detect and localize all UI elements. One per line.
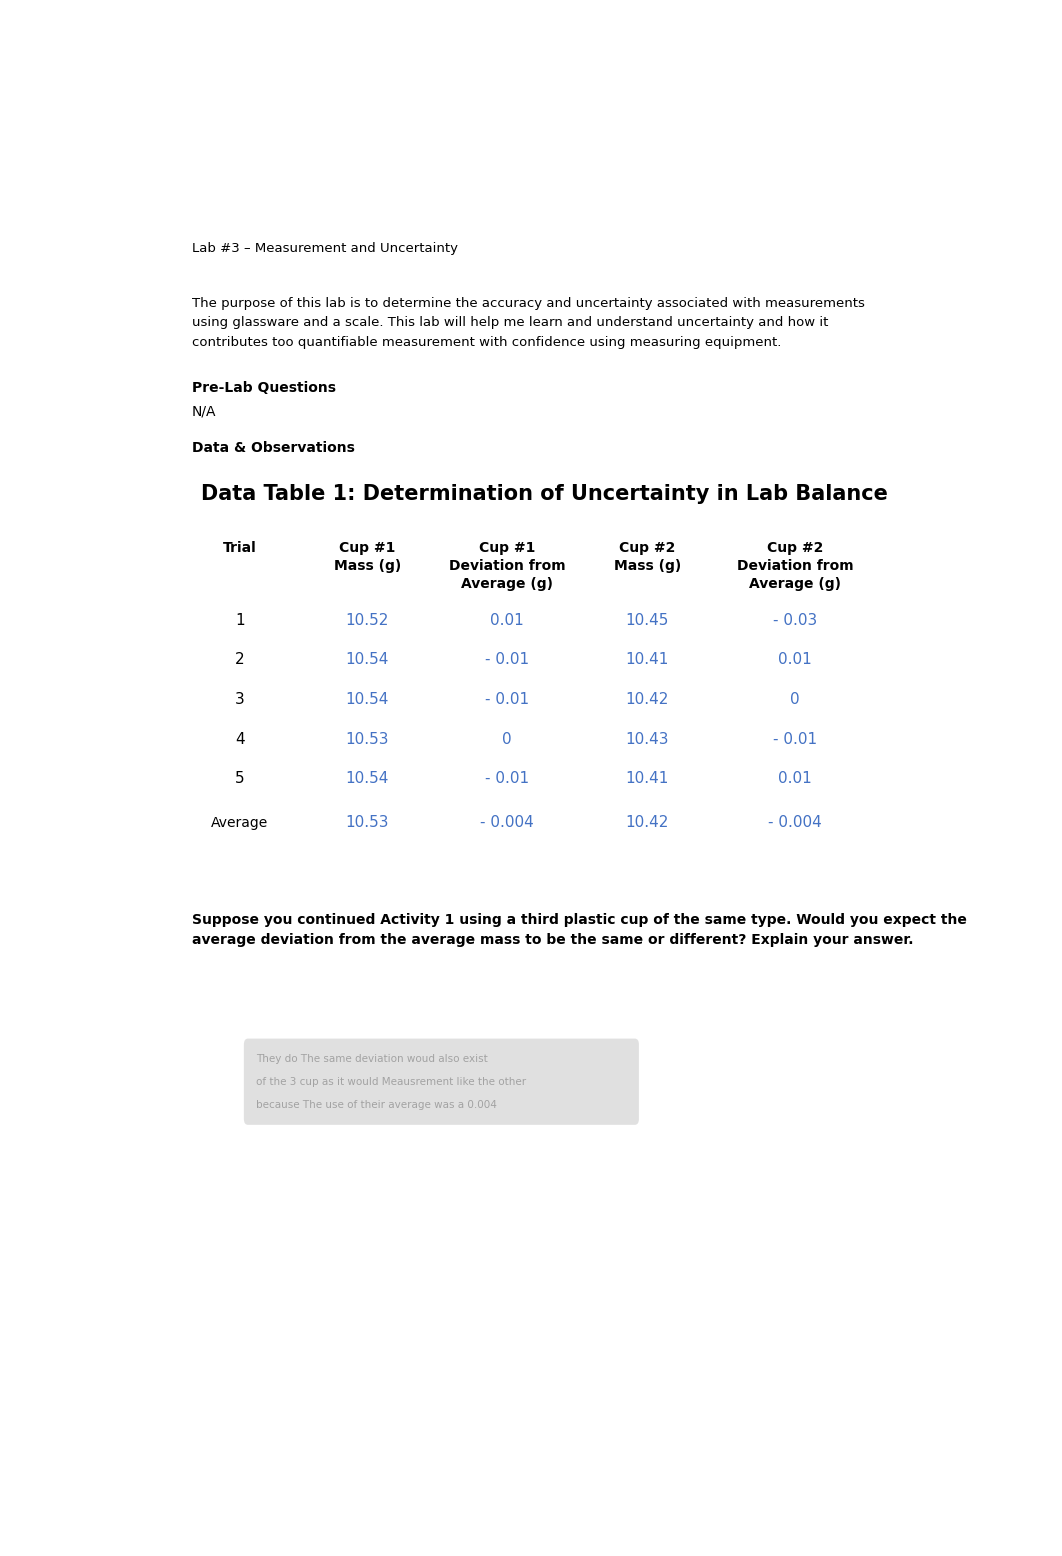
Text: 10.45: 10.45 [626, 613, 669, 629]
Text: 4: 4 [235, 731, 244, 747]
Text: - 0.01: - 0.01 [485, 652, 529, 668]
Text: 0.01: 0.01 [778, 652, 812, 668]
Text: 10.53: 10.53 [345, 815, 389, 831]
Text: - 0.01: - 0.01 [485, 772, 529, 786]
Text: Average: Average [211, 815, 269, 829]
Text: 10.41: 10.41 [626, 772, 669, 786]
Text: 10.54: 10.54 [345, 692, 389, 706]
Text: 0.01: 0.01 [778, 772, 812, 786]
Text: Data & Observations: Data & Observations [192, 440, 355, 454]
Text: Cup #2
Mass (g): Cup #2 Mass (g) [614, 541, 681, 573]
Text: - 0.01: - 0.01 [485, 692, 529, 706]
Text: 10.52: 10.52 [345, 613, 389, 629]
Text: because The use of their average was a 0.004: because The use of their average was a 0… [256, 1100, 497, 1109]
FancyBboxPatch shape [244, 1038, 639, 1125]
Text: They do The same deviation woud also exist: They do The same deviation woud also exi… [256, 1053, 487, 1064]
Text: Data Table 1: Determination of Uncertainty in Lab Balance: Data Table 1: Determination of Uncertain… [201, 484, 888, 504]
Text: 10.42: 10.42 [626, 815, 669, 831]
Text: Suppose you continued Activity 1 using a third plastic cup of the same type. Wou: Suppose you continued Activity 1 using a… [192, 913, 966, 948]
Text: Cup #1
Mass (g): Cup #1 Mass (g) [333, 541, 401, 573]
Text: 10.54: 10.54 [345, 772, 389, 786]
Text: - 0.01: - 0.01 [773, 731, 818, 747]
Text: 10.43: 10.43 [626, 731, 669, 747]
Text: 2: 2 [235, 652, 244, 668]
Text: Pre-Lab Questions: Pre-Lab Questions [192, 381, 336, 395]
Text: - 0.03: - 0.03 [773, 613, 818, 629]
Text: 0: 0 [502, 731, 512, 747]
Text: 3: 3 [235, 692, 244, 706]
Text: 10.42: 10.42 [626, 692, 669, 706]
Text: - 0.004: - 0.004 [769, 815, 822, 831]
Text: 1: 1 [235, 613, 244, 629]
Text: The purpose of this lab is to determine the accuracy and uncertainty associated : The purpose of this lab is to determine … [192, 297, 864, 349]
Text: 0: 0 [790, 692, 800, 706]
Text: Lab #3 – Measurement and Uncertainty: Lab #3 – Measurement and Uncertainty [192, 241, 458, 255]
Text: 5: 5 [235, 772, 244, 786]
Text: 10.41: 10.41 [626, 652, 669, 668]
Text: Cup #1
Deviation from
Average (g): Cup #1 Deviation from Average (g) [449, 541, 566, 591]
Text: Cup #2
Deviation from
Average (g): Cup #2 Deviation from Average (g) [737, 541, 854, 591]
Text: - 0.004: - 0.004 [480, 815, 534, 831]
Text: Trial: Trial [223, 541, 257, 555]
Text: 10.54: 10.54 [345, 652, 389, 668]
Text: of the 3 cup as it would Meausrement like the other: of the 3 cup as it would Meausrement lik… [256, 1077, 527, 1088]
Text: 10.53: 10.53 [345, 731, 389, 747]
Text: 0.01: 0.01 [491, 613, 525, 629]
Text: N/A: N/A [192, 405, 217, 419]
